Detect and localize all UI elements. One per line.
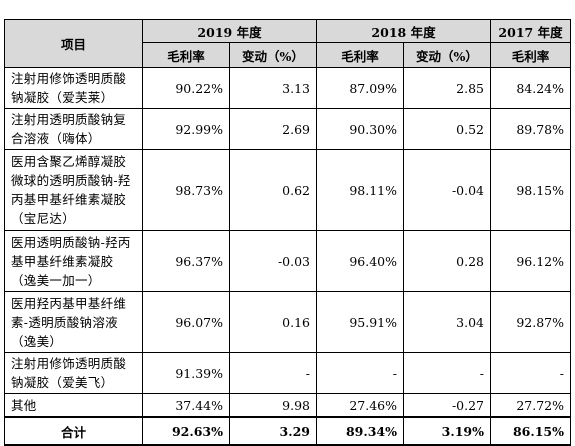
total-row: 合计 92.63% 3.29 89.34% 3.19% 86.15% (4, 416, 571, 446)
change-2018: 0.52 (403, 108, 491, 150)
change-2018: 2.85 (403, 67, 491, 109)
gross-margin-2018: 95.91% (316, 291, 404, 353)
table-row: 医用透明质酸钠-羟丙基甲基纤维素凝胶（逸美一加一） 96.37% -0.03 9… (4, 230, 571, 292)
gross-margin-table: 项目 2019 年度 2018 年度 2017 年度 毛利率 变动（%） 毛利率… (4, 19, 571, 446)
product-name: 注射用修饰透明质酸钠凝胶（爱芙莱） (4, 67, 143, 109)
gross-margin-2018: - (316, 352, 404, 394)
product-name: 其他 (4, 393, 143, 418)
table-row: 注射用透明质酸钠复合溶液（嗨体） 92.99% 2.69 90.30% 0.52… (4, 108, 571, 150)
table-row: 其他 37.44% 9.98 27.46% -0.27 27.72% (4, 393, 571, 418)
gross-margin-2018: 98.11% (316, 149, 404, 231)
total-gross-margin-2019: 92.63% (142, 416, 230, 446)
gross-margin-2019: 37.44% (142, 393, 230, 418)
gross-margin-2018: 87.09% (316, 67, 404, 109)
change-2019: 9.98 (229, 393, 317, 418)
change-2019: 0.62 (229, 149, 317, 231)
gross-margin-2017: - (490, 352, 571, 394)
table-row: 医用羟丙基甲基纤维素-透明质酸钠溶液（逸美） 96.07% 0.16 95.91… (4, 291, 571, 353)
gross-margin-2019: 90.22% (142, 67, 230, 109)
gross-margin-2019: 92.99% (142, 108, 230, 150)
year-2019-header: 2019 年度 (142, 19, 317, 43)
gross-margin-2018: 96.40% (316, 230, 404, 292)
total-label: 合计 (4, 416, 143, 446)
change-header-2018: 变动（%） (403, 42, 491, 68)
gross-margin-2019: 91.39% (142, 352, 230, 394)
gross-margin-header-2017: 毛利率 (490, 42, 571, 68)
change-2019: - (229, 352, 317, 394)
total-gross-margin-2017: 86.15% (490, 416, 571, 446)
change-2019: 3.13 (229, 67, 317, 109)
gross-margin-2019: 98.73% (142, 149, 230, 231)
product-name: 医用透明质酸钠-羟丙基甲基纤维素凝胶（逸美一加一） (4, 230, 143, 292)
table-row: 注射用修饰透明质酸钠凝胶（爱芙莱） 90.22% 3.13 87.09% 2.8… (4, 67, 571, 109)
item-header: 项目 (4, 19, 143, 68)
total-change-2018: 3.19% (403, 416, 491, 446)
gross-margin-2018: 27.46% (316, 393, 404, 418)
gross-margin-2017: 84.24% (490, 67, 571, 109)
change-2018: -0.27 (403, 393, 491, 418)
gross-margin-header-2019: 毛利率 (142, 42, 230, 68)
change-2019: 2.69 (229, 108, 317, 150)
total-change-2019: 3.29 (229, 416, 317, 446)
year-2017-header: 2017 年度 (490, 19, 571, 43)
product-name: 注射用修饰透明质酸钠凝胶（爱美飞） (4, 352, 143, 394)
gross-margin-2018: 90.30% (316, 108, 404, 150)
total-gross-margin-2018: 89.34% (316, 416, 404, 446)
change-2018: 3.04 (403, 291, 491, 353)
table-row: 医用含聚乙烯醇凝胶微球的透明质酸钠-羟丙基甲基纤维素凝胶（宝尼达） 98.73%… (4, 149, 571, 231)
product-name: 注射用透明质酸钠复合溶液（嗨体） (4, 108, 143, 150)
gross-margin-2017: 27.72% (490, 393, 571, 418)
change-2018: - (403, 352, 491, 394)
gross-margin-2019: 96.07% (142, 291, 230, 353)
change-2019: 0.16 (229, 291, 317, 353)
table-row: 注射用修饰透明质酸钠凝胶（爱美飞） 91.39% - - - - (4, 352, 571, 394)
change-2019: -0.03 (229, 230, 317, 292)
gross-margin-2017: 89.78% (490, 108, 571, 150)
change-2018: 0.28 (403, 230, 491, 292)
gross-margin-2017: 98.15% (490, 149, 571, 231)
gross-margin-2017: 96.12% (490, 230, 571, 292)
product-name: 医用羟丙基甲基纤维素-透明质酸钠溶液（逸美） (4, 291, 143, 353)
gross-margin-header-2018: 毛利率 (316, 42, 404, 68)
year-2018-header: 2018 年度 (316, 19, 491, 43)
change-header-2019: 变动（%） (229, 42, 317, 68)
gross-margin-2017: 92.87% (490, 291, 571, 353)
product-name: 医用含聚乙烯醇凝胶微球的透明质酸钠-羟丙基甲基纤维素凝胶（宝尼达） (4, 149, 143, 231)
gross-margin-2019: 96.37% (142, 230, 230, 292)
change-2018: -0.04 (403, 149, 491, 231)
